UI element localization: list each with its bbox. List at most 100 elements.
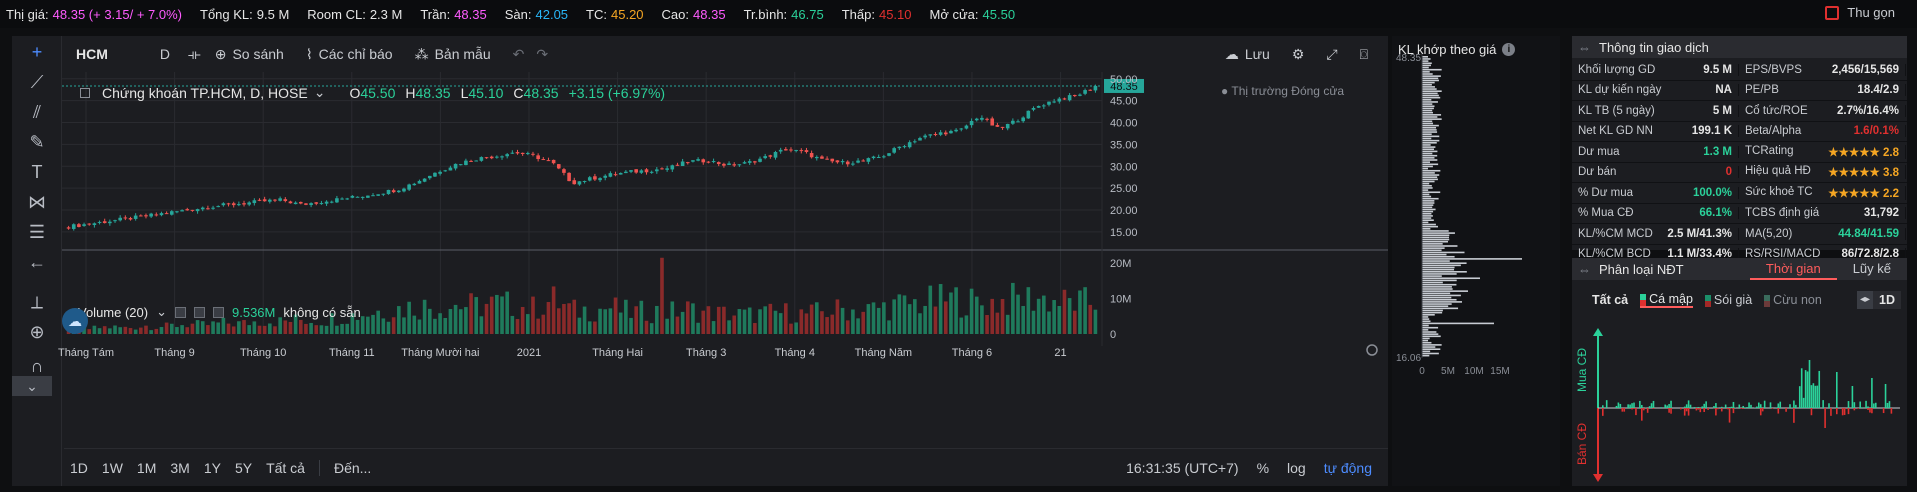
filter-all[interactable]: Tất cả	[1592, 293, 1629, 307]
candle-body	[185, 209, 190, 211]
range-button[interactable]: 1D	[70, 459, 88, 476]
vp-bar	[1422, 99, 1432, 101]
candle-body	[520, 152, 525, 155]
templates-button[interactable]: ⁂ Bản mẫu	[415, 46, 491, 63]
settings-gear-icon[interactable]: ⚙	[1291, 45, 1305, 62]
filter-shark[interactable]: Cá mập	[1640, 292, 1693, 308]
flow-bar-buy	[1875, 402, 1877, 408]
vp-bar	[1422, 271, 1467, 273]
volume-bar	[716, 306, 721, 334]
crosshair-icon[interactable]: +	[31, 42, 43, 62]
filter-sheep[interactable]: Cừu non	[1764, 293, 1822, 307]
back-arrow-icon[interactable]: ←	[28, 252, 46, 272]
info-label: EPS/BVPS	[1745, 63, 1802, 76]
info-icon[interactable]: i	[1502, 43, 1516, 56]
fib-tool-icon[interactable]: ⫽	[32, 102, 42, 122]
vp-bar	[1422, 303, 1452, 305]
flow-bar-sell	[1742, 408, 1744, 409]
chevron-down-icon[interactable]: ⌄	[313, 84, 326, 100]
period-arrows-icon[interactable]: ◂▸	[1857, 291, 1873, 309]
x-tick: 21	[1054, 347, 1066, 359]
chart-legend: Chứng khoán TP.HCM, D, HOSE ⌄ O 45.50 H 48…	[80, 84, 665, 101]
period-selector[interactable]: 1D	[1873, 291, 1901, 309]
tab-time[interactable]: Thời gian	[1749, 258, 1837, 280]
candle-type-icon[interactable]: ⟛	[188, 45, 201, 62]
clock-readout: 16:31:35 (UTC+7)	[1126, 460, 1239, 476]
fullscreen-icon[interactable]: ⤢	[1326, 45, 1338, 62]
chevron-down-icon[interactable]: ⌄	[156, 304, 167, 319]
flow-bar-buy	[1602, 405, 1604, 408]
info-cell: KL/%CM MCD 2.5 M/41.3%	[1572, 227, 1739, 240]
candle-body	[1062, 98, 1067, 100]
candle-body	[577, 181, 582, 185]
range-button[interactable]: 5Y	[234, 459, 253, 476]
brush-icon[interactable]: ✎	[29, 132, 45, 152]
log-toggle[interactable]: log	[1287, 460, 1306, 476]
range-button[interactable]: 3M	[170, 459, 190, 476]
info-cell: TCBS định giá 31,792	[1739, 207, 1906, 220]
range-button[interactable]: Tất cả	[266, 459, 305, 476]
filter-wolf[interactable]: Sói già	[1704, 293, 1752, 307]
flow-bar-buy	[1605, 400, 1608, 408]
save-button[interactable]: ☁ Lưu	[1225, 46, 1270, 63]
legend-low-label: L	[460, 84, 469, 101]
flow-bar-buy	[1744, 407, 1746, 408]
pattern-tool-icon[interactable]: ⋈	[28, 192, 46, 212]
investor-filters: Tất cả Cá mập Sói già Cừu non ◂▸ 1D	[1572, 288, 1907, 312]
flow-bar-buy	[1884, 384, 1887, 408]
ruler-icon[interactable]: ⟂	[30, 292, 43, 312]
compare-button[interactable]: ⊕ So sánh	[215, 46, 284, 63]
interval-selector[interactable]: D	[159, 46, 171, 62]
investor-classification-panel: ⇔ Phân loại NĐT Thời gian Lũy kế Tất cả …	[1572, 258, 1907, 486]
vp-bottom-label: 16.06	[1396, 353, 1421, 364]
vp-top-label: 48.35	[1396, 53, 1421, 64]
axis-settings-gear-icon[interactable]	[1366, 344, 1378, 356]
eye-icon[interactable]	[175, 306, 186, 318]
expand-down-icon[interactable]: ⌄	[12, 376, 52, 396]
info-cell: MA(5,20) 44.84/41.59	[1739, 227, 1906, 240]
tcbs-logo-icon[interactable]: ☁	[62, 308, 88, 334]
info-cell: Khối lượng GD 9.5 M	[1572, 63, 1739, 76]
info-label: TCRating	[1745, 144, 1794, 157]
collapse-legend-icon[interactable]	[80, 87, 90, 98]
volume-bar	[474, 297, 479, 334]
undo-icon[interactable]: ↶	[512, 45, 525, 62]
indicators-button[interactable]: ⌇ Các chỉ báo	[306, 46, 393, 63]
flow-bar-sell	[1670, 408, 1672, 414]
symbol-selector[interactable]: HCM	[76, 46, 108, 62]
ticker-item: Mở cửa: 45.50	[930, 7, 1016, 22]
info-cell: Net KL GD NN 199.1 K	[1572, 125, 1739, 138]
camera-icon[interactable]: ⌼	[1359, 45, 1368, 62]
flow-bar-sell	[1728, 408, 1731, 423]
text-tool-icon[interactable]: T	[31, 162, 43, 182]
collapse-button[interactable]: Thu gọn	[1825, 5, 1895, 20]
vp-bar	[1422, 221, 1429, 224]
close-icon[interactable]	[213, 306, 224, 318]
flow-bar-sell	[1871, 408, 1873, 414]
volume-bar	[262, 325, 267, 334]
volume-bar	[309, 322, 313, 334]
redo-icon[interactable]: ↷	[536, 45, 549, 62]
range-button[interactable]: 1Y	[203, 459, 221, 476]
prediction-tool-icon[interactable]: ☰	[28, 222, 46, 242]
goto-button[interactable]: Đến...	[333, 459, 372, 476]
collapse-arrows-icon[interactable]: ⇔	[1578, 39, 1591, 55]
settings-icon[interactable]	[194, 306, 205, 318]
price-chart[interactable]: 48.3550.0045.0040.0035.0030.0025.0020.00…	[12, 36, 1388, 486]
percent-toggle[interactable]: %	[1256, 460, 1270, 476]
magnet-icon[interactable]: ∩	[30, 356, 44, 376]
flow-bar-buy	[1705, 401, 1707, 408]
candle-body	[959, 128, 964, 130]
auto-scale-toggle[interactable]: tự động	[1323, 460, 1372, 476]
volume-bar	[495, 294, 499, 334]
collapse-arrows-icon[interactable]: ⇔	[1578, 261, 1591, 277]
candle-body	[732, 164, 737, 166]
vp-bar	[1422, 68, 1442, 71]
flow-bar-sell	[1740, 408, 1743, 409]
tab-cumulative[interactable]: Lũy kế	[1852, 261, 1891, 276]
range-button[interactable]: 1W	[101, 459, 123, 476]
zoom-in-icon[interactable]: ⊕	[29, 322, 45, 342]
market-status-label: Thị trường Đóng cửa	[1231, 84, 1345, 98]
trend-line-icon[interactable]: ⟋	[30, 72, 44, 92]
range-button[interactable]: 1M	[136, 459, 157, 476]
